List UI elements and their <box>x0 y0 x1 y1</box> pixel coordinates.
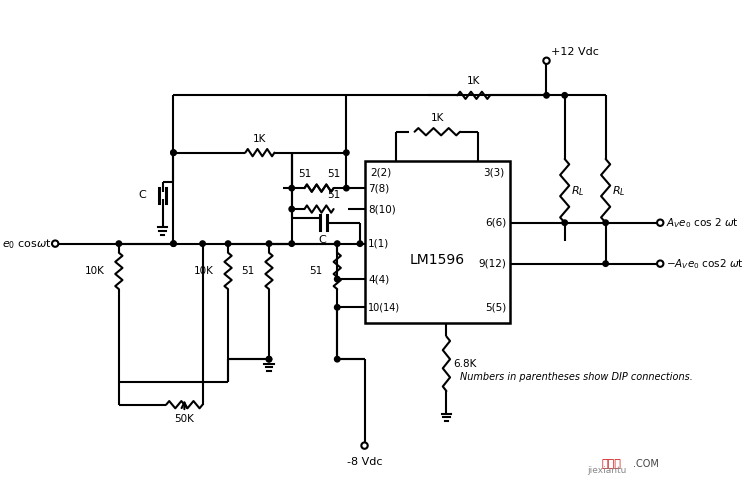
Text: 51: 51 <box>310 266 322 276</box>
Circle shape <box>562 92 568 98</box>
Text: 7(8): 7(8) <box>368 183 390 193</box>
Text: 6.8K: 6.8K <box>454 358 477 368</box>
Text: 1K: 1K <box>467 76 480 86</box>
Text: $A_Ve_0$ cos 2 $\omega$t: $A_Ve_0$ cos 2 $\omega$t <box>666 216 738 230</box>
Text: Numbers in parentheses show DIP connections.: Numbers in parentheses show DIP connecti… <box>460 372 693 382</box>
Text: $-A_Ve_0$ cos2 $\omega$t: $-A_Ve_0$ cos2 $\omega$t <box>666 256 744 270</box>
Circle shape <box>171 150 177 156</box>
Circle shape <box>266 241 272 246</box>
Circle shape <box>266 356 272 362</box>
Circle shape <box>266 356 272 362</box>
Circle shape <box>334 276 340 282</box>
Circle shape <box>171 150 177 156</box>
Circle shape <box>343 186 349 191</box>
Circle shape <box>603 220 608 226</box>
Text: LM1596: LM1596 <box>410 253 465 267</box>
Text: 1K: 1K <box>431 112 444 122</box>
Text: 1(1): 1(1) <box>368 238 390 248</box>
Text: 10(14): 10(14) <box>368 302 400 312</box>
Circle shape <box>334 241 340 246</box>
Circle shape <box>171 241 177 246</box>
Text: 51: 51 <box>241 266 254 276</box>
Text: $R_L$: $R_L$ <box>612 184 625 198</box>
Circle shape <box>544 92 549 98</box>
Text: 50K: 50K <box>174 414 194 424</box>
Text: 8(10): 8(10) <box>368 204 396 214</box>
Text: 10K: 10K <box>85 266 104 276</box>
Text: 4(4): 4(4) <box>368 274 390 284</box>
Circle shape <box>334 356 340 362</box>
Text: 6(6): 6(6) <box>485 218 506 228</box>
Circle shape <box>289 241 295 246</box>
Circle shape <box>603 261 608 266</box>
Text: 3(3): 3(3) <box>483 168 505 177</box>
Circle shape <box>343 150 349 156</box>
Text: 5(5): 5(5) <box>485 302 506 312</box>
Circle shape <box>289 186 295 191</box>
Circle shape <box>171 241 177 246</box>
Text: 1K: 1K <box>254 134 266 143</box>
Circle shape <box>200 241 205 246</box>
Circle shape <box>289 206 295 212</box>
Circle shape <box>334 304 340 310</box>
Text: +12 Vdc: +12 Vdc <box>551 46 599 56</box>
Text: C: C <box>138 190 146 200</box>
Text: 2(2): 2(2) <box>370 168 391 177</box>
Text: 51: 51 <box>298 169 311 179</box>
Circle shape <box>358 241 363 246</box>
Text: 接线图: 接线图 <box>601 459 621 469</box>
Text: 51: 51 <box>327 190 340 200</box>
Circle shape <box>225 241 231 246</box>
Circle shape <box>116 241 122 246</box>
Text: 51: 51 <box>327 169 340 179</box>
Text: $e_0$ cos$\omega$t: $e_0$ cos$\omega$t <box>1 236 52 250</box>
Circle shape <box>562 220 568 226</box>
Text: C: C <box>318 236 325 246</box>
Text: .COM: .COM <box>633 459 659 469</box>
Text: -8 Vdc: -8 Vdc <box>347 456 382 466</box>
Text: $R_L$: $R_L$ <box>571 184 585 198</box>
Text: jiexiantu: jiexiantu <box>587 466 627 474</box>
Text: 9(12): 9(12) <box>479 258 506 268</box>
Text: 10K: 10K <box>194 266 213 276</box>
Bar <box>364 161 510 323</box>
